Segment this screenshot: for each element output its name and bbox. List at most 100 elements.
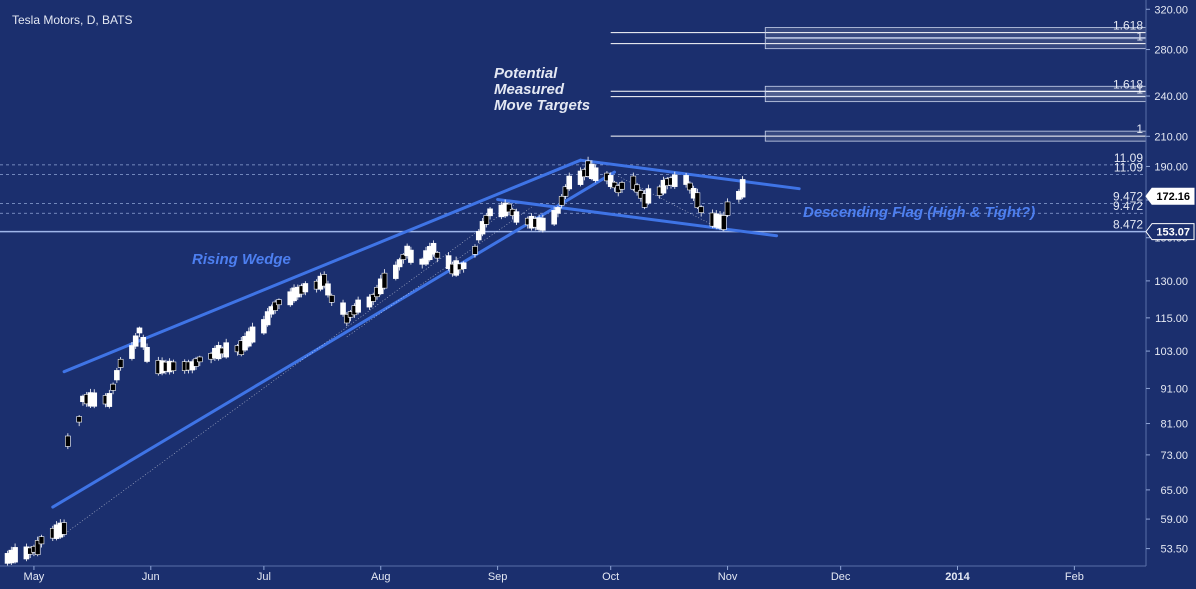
candle-body <box>445 255 452 269</box>
candle-body <box>400 254 407 260</box>
candle-body <box>619 182 625 190</box>
candle-body <box>129 345 135 359</box>
target-label: 1 <box>1136 83 1143 97</box>
y-axis[interactable]: 53.50 59.00 65.00 73.00 81.00 91.00 103.00 115.… <box>1146 4 1188 556</box>
candle <box>460 261 467 273</box>
y-tick-label: 81.00 <box>1160 419 1188 431</box>
candle-body <box>136 327 143 334</box>
candle <box>114 367 120 383</box>
candle-body <box>551 210 557 225</box>
candle-body <box>630 175 637 190</box>
candle <box>487 207 493 220</box>
candle-body <box>38 536 45 545</box>
target-box <box>764 130 1147 142</box>
candle-body <box>720 215 727 230</box>
candle-body <box>196 356 203 363</box>
annotation-targets-line: Measured <box>494 81 565 98</box>
candle <box>170 359 177 374</box>
candle-body <box>607 175 614 187</box>
x-tick-label: Sep <box>488 571 508 583</box>
candle <box>132 333 139 349</box>
candle-body <box>558 196 565 206</box>
candle-body <box>555 207 561 214</box>
candle-body <box>506 203 512 213</box>
x-axis[interactable]: May Jun Jul Aug Sep Oct Nov Dec 2014 Feb <box>24 566 1084 583</box>
candle <box>555 205 561 218</box>
candle <box>340 299 346 317</box>
candle <box>671 171 678 189</box>
candle-body <box>370 294 377 302</box>
candle-body <box>114 370 120 381</box>
candle <box>445 252 452 271</box>
candle-body <box>340 302 346 315</box>
price-marker-label: 153.07 <box>1156 227 1190 239</box>
candle-body <box>302 283 309 293</box>
candle-body <box>460 262 467 270</box>
candle <box>475 229 482 244</box>
candle-body <box>479 221 486 235</box>
candle <box>558 193 565 209</box>
annotation-rising-wedge: Rising Wedge <box>192 251 291 268</box>
candle <box>223 338 229 359</box>
target-label: 1 <box>1136 122 1143 136</box>
trendlines <box>51 158 801 538</box>
candle <box>592 164 599 183</box>
candle-body <box>739 179 746 198</box>
candle <box>76 415 82 427</box>
candle <box>562 184 569 200</box>
x-tick-label: Aug <box>371 571 391 583</box>
guide-line <box>618 175 724 232</box>
candle <box>408 246 414 265</box>
y-tick-label: 130.00 <box>1154 276 1188 288</box>
candle-body <box>393 264 399 279</box>
candle <box>117 357 124 371</box>
candle-body <box>475 231 482 241</box>
candle <box>645 184 652 205</box>
candle-body <box>344 314 350 324</box>
candle <box>472 244 478 258</box>
candle <box>261 315 267 335</box>
candle-body <box>355 299 361 313</box>
candle <box>370 292 377 306</box>
price-marker-box <box>1145 223 1195 241</box>
y-tick-label: 65.00 <box>1160 485 1188 497</box>
candle <box>434 251 441 263</box>
x-tick-label: Dec <box>831 571 851 583</box>
candle-body <box>434 252 441 259</box>
candle <box>506 202 512 216</box>
candle <box>344 312 350 327</box>
candle <box>272 299 278 314</box>
candle-body <box>396 259 403 268</box>
candle <box>328 293 335 306</box>
y-tick-label: 320.00 <box>1154 4 1188 16</box>
target-box <box>764 27 1147 38</box>
candle <box>479 218 486 237</box>
candle-body <box>611 181 618 189</box>
candle <box>144 343 150 364</box>
support-price-marker: 153.07 <box>1145 223 1195 241</box>
candle <box>551 206 557 226</box>
level-label: 9.472 <box>1113 189 1143 203</box>
candle-body <box>325 283 331 296</box>
candle <box>724 198 731 218</box>
x-tick-label: 2014 <box>945 571 970 583</box>
price-markers: 172.16 153.07 <box>1145 187 1195 241</box>
candle <box>540 214 546 233</box>
candle-body <box>34 540 41 555</box>
x-tick-label: Oct <box>602 571 619 583</box>
price-marker-box <box>1145 187 1195 205</box>
candle-body <box>144 347 150 362</box>
candle <box>355 296 361 315</box>
candle-body <box>366 296 373 308</box>
candle-body <box>264 311 271 326</box>
candle-body <box>634 184 640 193</box>
candle-body <box>694 192 701 208</box>
candle-body <box>687 182 693 191</box>
candle-body <box>513 211 520 223</box>
candle <box>38 534 45 548</box>
annotations: Rising Wedge Descending Flag (High & Tigh… <box>192 65 1035 268</box>
annotation-descending-flag: Descending Flag (High & Tight?) <box>803 204 1035 221</box>
